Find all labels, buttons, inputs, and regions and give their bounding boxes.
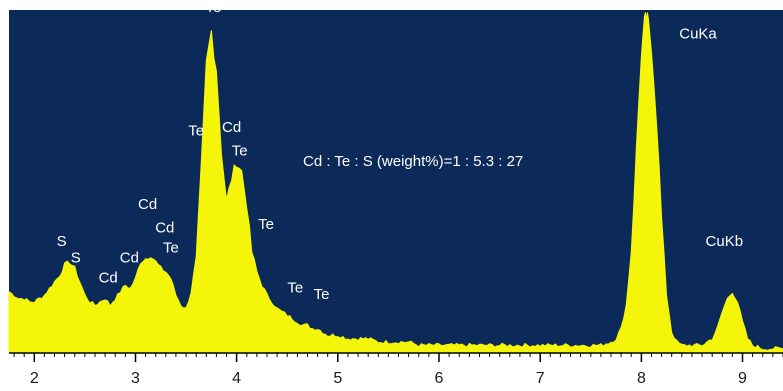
- peak-label-te-10: Te: [232, 143, 248, 160]
- peak-label-s-0: S: [57, 233, 67, 250]
- peak-label-cd-4: Cd: [138, 196, 157, 213]
- peak-label-cuka-14: CuKa: [679, 26, 717, 43]
- peak-label-cd-3: Cd: [120, 250, 139, 267]
- x-tick-label: 7: [536, 370, 545, 387]
- peak-label-te-8: Te: [188, 123, 204, 140]
- peak-label-te-6: Te: [163, 240, 179, 257]
- peak-label-te-11: Te: [258, 216, 274, 233]
- peak-label-cd-5: Cd: [155, 219, 174, 236]
- peak-label-cd-2: Cd: [99, 270, 118, 287]
- x-tick-label: 5: [333, 370, 342, 387]
- spectrum-area-series: [8, 12, 783, 353]
- x-tick-label: 3: [131, 370, 140, 387]
- x-tick-label: 6: [435, 370, 444, 387]
- peak-label-s-1: S: [71, 250, 81, 267]
- x-tick-label: 4: [232, 370, 241, 387]
- peak-label-cukb-15: CuKb: [706, 233, 744, 250]
- x-axis-tick-labels: 2 3 4 5 6 7 8 9: [30, 370, 747, 387]
- x-tick-label: 9: [738, 370, 747, 387]
- peak-label-cd-9: Cd: [222, 119, 241, 136]
- x-tick-label: 2: [30, 370, 39, 387]
- x-axis-major-ticks: [33, 353, 744, 362]
- composition-annotation: Cd : Te : S (weight%)=1 : 5.3 : 27: [303, 153, 523, 170]
- x-tick-label: 8: [637, 370, 646, 387]
- peak-label-te-12: Te: [287, 280, 303, 297]
- peak-label-te-13: Te: [314, 286, 330, 303]
- peak-label-te-7: Te: [205, 0, 221, 16]
- x-axis-minor-ticks: [13, 353, 783, 357]
